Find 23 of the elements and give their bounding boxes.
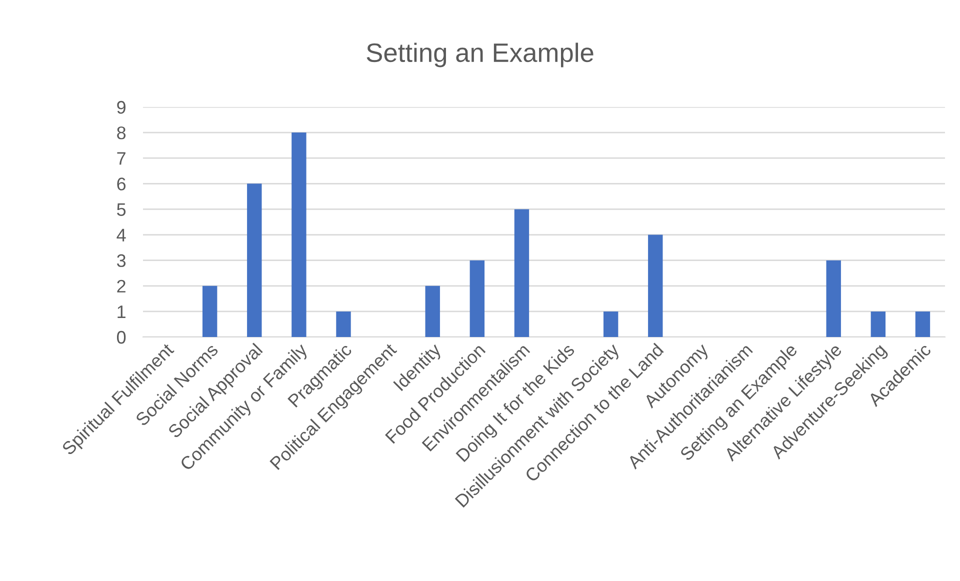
bar xyxy=(826,260,841,337)
y-tick-label: 0 xyxy=(117,330,126,344)
bar xyxy=(514,209,530,337)
bar xyxy=(870,311,886,337)
y-tick-label: 1 xyxy=(118,306,126,318)
chart-title: Setting an Example xyxy=(366,42,594,68)
y-tick-label: 9 xyxy=(117,100,126,114)
y-tick-label: 2 xyxy=(117,280,126,292)
y-tick-label: 5 xyxy=(117,203,126,216)
y-tick-label: 7 xyxy=(117,152,126,165)
y-tick-label: 4 xyxy=(116,228,126,242)
bar xyxy=(202,286,218,337)
bar xyxy=(425,286,440,337)
y-tick-label: 3 xyxy=(116,254,126,268)
bar xyxy=(470,260,485,337)
bar xyxy=(247,184,262,337)
bar xyxy=(915,311,930,337)
bar xyxy=(603,311,618,337)
bar xyxy=(292,132,306,337)
bar xyxy=(648,234,663,337)
y-tick-label: 8 xyxy=(117,126,126,140)
y-tick-label: 6 xyxy=(117,178,126,190)
bar xyxy=(336,311,351,337)
